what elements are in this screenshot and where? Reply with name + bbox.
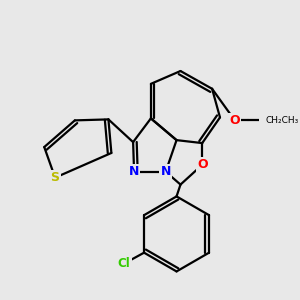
Text: O: O [197,158,208,171]
Text: N: N [160,165,171,178]
Text: Cl: Cl [118,257,130,270]
Text: CH₂CH₃: CH₂CH₃ [265,116,298,125]
Text: N: N [129,165,139,178]
Text: S: S [51,171,60,184]
Text: O: O [230,114,240,127]
